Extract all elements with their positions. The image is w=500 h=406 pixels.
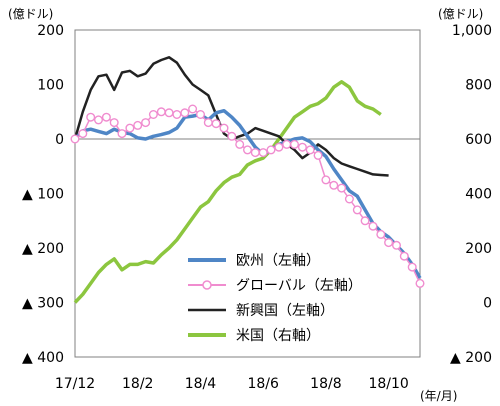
x-tick-label: 17/12 — [55, 376, 95, 392]
right-tick-label: 400 — [465, 187, 492, 203]
right-tick-label: 800 — [465, 78, 492, 94]
series-point-global — [117, 129, 127, 139]
legend: 欧州（左軸） グローバル（左軸） 新興国（左軸） 米国（右軸） — [188, 253, 362, 344]
left-tick-label: 0 — [55, 132, 64, 148]
series-point-global — [337, 183, 347, 193]
series-point-global — [195, 109, 205, 119]
legend-label-global: グローバル（左軸） — [236, 278, 362, 294]
x-axis-unit: (年/月) — [420, 389, 457, 403]
series-point-global — [125, 123, 135, 133]
x-tick-label: 18/4 — [185, 376, 217, 392]
x-tick-label: 18/6 — [247, 376, 279, 392]
right-tick-label: 200 — [465, 241, 492, 257]
series-point-global — [274, 142, 284, 152]
series-point-global — [172, 109, 182, 119]
series-point-global — [368, 221, 378, 231]
series-line-europe — [73, 108, 422, 279]
series-point-global — [188, 104, 198, 114]
series-point-global — [227, 131, 237, 141]
series-point-global — [156, 107, 166, 117]
legend-label-emerging: 新興国（左軸） — [236, 303, 334, 319]
series-point-global — [70, 134, 80, 144]
series-point-global — [93, 115, 103, 125]
series-point-global — [235, 139, 245, 149]
right-tick-label: 0 — [483, 296, 492, 312]
right-tick-label: ▲ 200 — [450, 350, 492, 366]
right-axis-ticks: 1,000 800 600 400 200 0 ▲ 200 — [450, 23, 492, 366]
series-point-global — [211, 119, 221, 129]
left-tick-label: 200 — [37, 23, 64, 39]
series-point-global — [133, 120, 143, 130]
left-tick-label: ▲ 100 — [22, 187, 64, 203]
left-tick-label: ▲ 400 — [22, 350, 64, 366]
left-tick-label: ▲ 200 — [22, 241, 64, 257]
series-point-global — [242, 145, 252, 155]
left-axis-unit: (億ドル) — [8, 7, 53, 21]
series-line-us — [73, 80, 382, 304]
legend-label-europe: 欧州（左軸） — [236, 253, 320, 269]
right-axis-unit: (億ドル) — [438, 7, 483, 21]
series-point-global — [101, 112, 111, 122]
series-layer — [70, 56, 425, 304]
series-point-global — [360, 216, 370, 226]
series-point-global — [415, 278, 425, 288]
series-point-global — [392, 240, 402, 250]
series-point-global — [141, 118, 151, 128]
series-point-global — [250, 148, 260, 158]
x-tick-label: 18/2 — [122, 376, 153, 392]
series-point-global — [290, 139, 300, 149]
x-tick-label: 18/8 — [310, 376, 341, 392]
series-point-global — [282, 139, 292, 149]
series-point-global — [219, 123, 229, 133]
series-point-global — [203, 118, 213, 128]
series-point-global — [329, 180, 339, 190]
series-point-global — [407, 262, 417, 272]
series-point-global — [313, 150, 323, 160]
series-point-global — [180, 108, 190, 118]
left-tick-label: 100 — [37, 78, 64, 94]
series-point-global — [164, 108, 174, 118]
series-point-global — [266, 145, 276, 155]
series-point-global — [297, 142, 307, 152]
series-point-global — [321, 175, 331, 185]
plot-area-frame — [74, 29, 421, 358]
left-axis-ticks: 200 100 0 ▲ 100 ▲ 200 ▲ 300 ▲ 400 — [22, 23, 64, 366]
legend-marker-global — [202, 280, 212, 290]
right-tick-label: 600 — [465, 132, 492, 148]
series-point-global — [78, 129, 88, 139]
series-point-global — [148, 109, 158, 119]
x-tick-label: 18/10 — [368, 376, 408, 392]
series-point-global — [86, 112, 96, 122]
x-axis-ticks: 17/12 18/2 18/4 18/6 18/8 18/10 — [55, 376, 409, 392]
series-point-global — [399, 251, 409, 261]
series-point-global — [305, 145, 315, 155]
legend-label-us: 米国（右軸） — [236, 328, 320, 344]
series-point-global — [109, 118, 119, 128]
series-point-global — [352, 205, 362, 215]
series-point-global — [384, 238, 394, 248]
series-point-global — [376, 229, 386, 239]
right-tick-label: 1,000 — [452, 23, 492, 39]
left-tick-label: ▲ 300 — [22, 296, 64, 312]
series-point-global — [344, 194, 354, 204]
series-point-global — [258, 148, 268, 158]
